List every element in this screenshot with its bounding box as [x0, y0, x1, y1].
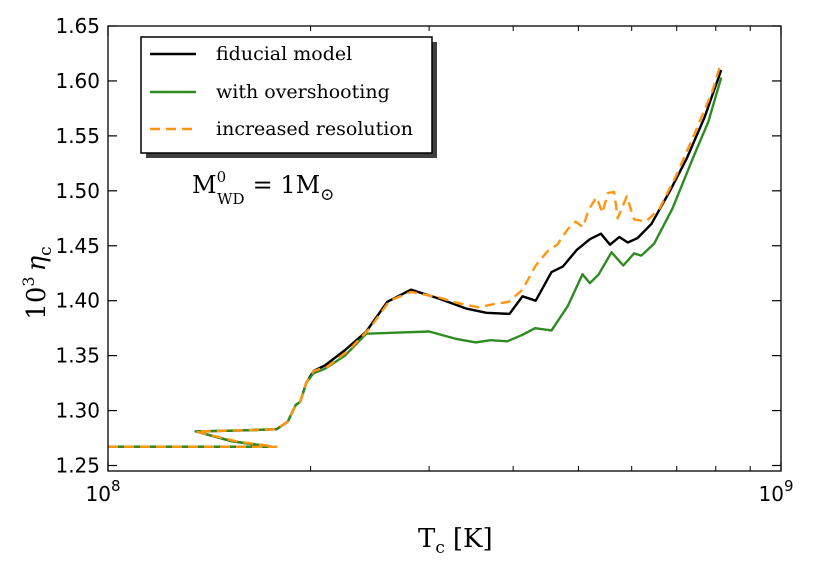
- mass-annotation-main: M: [192, 171, 217, 199]
- y-tick-label: 1.40: [55, 289, 100, 313]
- y-tick-label: 1.50: [55, 179, 100, 203]
- y-axis-label: 103 ηc: [19, 246, 56, 319]
- plot-frame: [107, 25, 782, 472]
- legend-label-with-overshooting: with overshooting: [216, 81, 390, 103]
- x-axis-label-main: T: [418, 524, 436, 554]
- x-tick-label: 108: [86, 477, 121, 506]
- y-axis-ticks: 1.25 1.30 1.35 1.40 1.45 1.50 1.55 1.60 1.65: [55, 14, 781, 478]
- y-axis-label-base: 10: [22, 287, 52, 320]
- legend-label-increased-resolution: increased resolution: [216, 118, 413, 140]
- mass-annotation-sup: 0: [217, 168, 227, 186]
- legend-label-fiducial-model: fiducial model: [216, 43, 352, 65]
- x-axis-label-sub: c: [435, 538, 445, 558]
- y-axis-label-sub: c: [36, 246, 56, 256]
- series-line-increased-resolution: [108, 61, 723, 448]
- x-tick-label-base: 10: [86, 482, 111, 506]
- y-tick-label: 1.35: [55, 344, 100, 368]
- y-axis-label-exp: 3: [19, 276, 38, 286]
- legend-box: [140, 36, 433, 154]
- series-line-with-overshooting: [108, 77, 723, 448]
- x-axis-ticks: 108 109: [86, 26, 794, 506]
- y-tick-label: 1.45: [55, 234, 100, 258]
- x-tick-label: 109: [759, 477, 794, 506]
- y-tick-label: 1.55: [55, 124, 100, 148]
- x-tick-label-exp: 8: [111, 477, 121, 495]
- mass-annotation-sub: WD: [217, 190, 244, 208]
- y-tick-label: 1.65: [55, 14, 100, 38]
- mass-annotation-equals: = 1M: [253, 171, 321, 199]
- y-tick-label: 1.60: [55, 69, 100, 93]
- y-tick-label: 1.30: [55, 399, 100, 423]
- y-tick-label: 1.25: [55, 454, 100, 478]
- x-tick-label-exp: 9: [784, 477, 794, 495]
- y-axis-label-main: η: [22, 255, 52, 271]
- x-axis-label-unit: [K]: [453, 524, 493, 554]
- x-tick-label-base: 10: [759, 482, 784, 506]
- x-axis-label: Tc [K]: [418, 524, 493, 558]
- sun-symbol: ⊙: [320, 185, 334, 205]
- legend: fiducial model with overshooting increas…: [140, 36, 437, 158]
- mass-annotation: M0 WD = 1M⊙: [192, 168, 334, 208]
- series-lines: [108, 61, 723, 448]
